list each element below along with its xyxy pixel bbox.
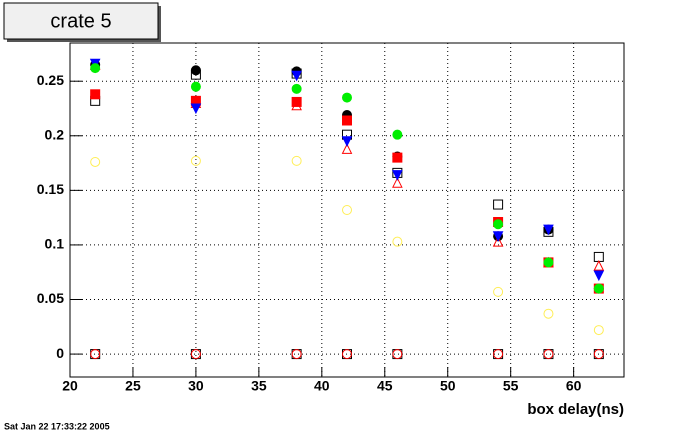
point	[543, 349, 554, 360]
point	[593, 283, 604, 294]
point	[291, 349, 302, 360]
point	[543, 257, 554, 268]
point	[392, 170, 403, 181]
title-box	[3, 2, 159, 40]
point	[342, 115, 352, 126]
point	[341, 143, 353, 154]
point	[493, 349, 504, 360]
point	[291, 96, 302, 107]
point	[543, 224, 554, 236]
point	[90, 89, 101, 100]
point	[392, 349, 403, 360]
point	[593, 270, 605, 282]
point	[190, 103, 202, 115]
point	[90, 63, 101, 74]
y-tick-label: 0.1	[45, 236, 65, 252]
point	[392, 152, 403, 163]
point	[342, 205, 352, 215]
x-tick-label: 55	[503, 378, 519, 394]
x-tick-label: 30	[188, 378, 204, 394]
y-tick-label: 0.25	[37, 72, 64, 88]
point	[190, 81, 201, 92]
x-tick-label: 25	[125, 378, 141, 394]
point	[493, 286, 504, 297]
point	[291, 99, 302, 111]
point	[593, 349, 604, 360]
x-tick-label: 35	[251, 378, 267, 394]
point	[190, 349, 201, 360]
point	[291, 83, 302, 94]
point	[190, 69, 201, 80]
y-tick-label: 0.05	[37, 290, 64, 306]
x-tick-label: 20	[62, 378, 78, 394]
x-tick-label: 45	[377, 378, 393, 394]
point	[493, 199, 504, 210]
point	[90, 349, 101, 360]
point	[190, 155, 201, 166]
point	[492, 236, 504, 247]
point	[90, 156, 101, 167]
timestamp: Sat Jan 22 17:33:22 2005	[4, 421, 110, 431]
point	[543, 308, 554, 319]
x-tick-label: 40	[314, 378, 330, 394]
y-tick-label: 0	[56, 345, 64, 361]
point	[342, 92, 352, 103]
point	[392, 177, 403, 188]
plot-frame	[69, 42, 625, 378]
x-axis-label: box delay(ns)	[527, 401, 624, 418]
point	[291, 155, 302, 166]
point	[392, 236, 403, 247]
point	[492, 231, 504, 242]
point	[593, 260, 605, 271]
point	[341, 136, 353, 147]
x-tick-label: 50	[440, 378, 456, 394]
point	[493, 219, 504, 230]
x-tick-label: 60	[566, 378, 582, 394]
point	[342, 349, 352, 360]
point	[291, 70, 302, 82]
y-tick-label: 0.2	[45, 126, 65, 142]
point	[392, 129, 403, 140]
y-tick-label: 0.15	[37, 181, 64, 197]
point	[593, 325, 604, 336]
chart-title: crate 5	[50, 10, 111, 32]
